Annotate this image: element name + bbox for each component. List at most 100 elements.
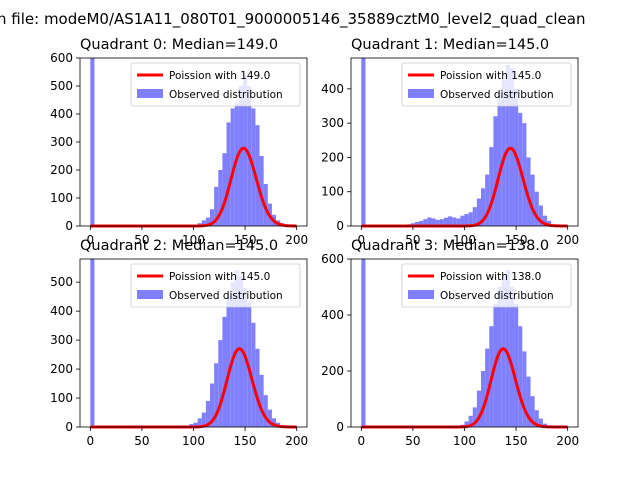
histogram-bar [452, 217, 457, 226]
legend: Poission with 138.0 Observed distribution [401, 263, 572, 308]
x-tick-label: 200 [556, 434, 579, 448]
histogram-bar [534, 191, 539, 226]
subplot-quadrant-1: Quadrant 1: Median=145.0 0 50 100 150 200 0 100… [321, 37, 579, 247]
legend-label-poisson: Poission with 145.0 [169, 271, 270, 283]
legend-label-observed: Observed distribution [169, 89, 283, 101]
y-tick-label: 0 [65, 420, 73, 434]
legend-label-observed: Observed distribution [440, 290, 554, 302]
x-tick-label: 150 [505, 233, 528, 247]
legend-box [401, 62, 572, 107]
subplot-quadrant-3: Quadrant 3: Median=138.0 0 50 100 150 200 0 200… [321, 238, 579, 448]
y-tick-label: 0 [65, 219, 73, 233]
histogram-bar [443, 217, 448, 226]
histogram-bar [197, 418, 202, 427]
x-tick-label: 50 [405, 233, 420, 247]
subplot-title: Quadrant 1: Median=145.0 [351, 37, 549, 53]
histogram-bar [259, 374, 264, 427]
legend-label-poisson: Poission with 138.0 [440, 271, 541, 283]
x-tick-label: 100 [453, 434, 476, 448]
x-tick-label: 50 [134, 233, 149, 247]
legend-box [401, 263, 572, 308]
histogram-bar [414, 221, 420, 226]
histogram-bar [476, 198, 482, 226]
histogram-bar [481, 188, 486, 226]
x-tick-label: 100 [182, 434, 205, 448]
histogram-bar [435, 219, 440, 226]
histogram-bar [238, 86, 244, 226]
histogram-bar [526, 157, 531, 226]
histogram-bar [538, 205, 543, 226]
subplot-title: Quadrant 3: Median=138.0 [351, 238, 549, 254]
histogram-bar [230, 282, 235, 427]
histogram-bar [205, 217, 211, 226]
y-tick-label: 200 [50, 362, 73, 376]
subplot-title: Quadrant 2: Median=145.0 [80, 238, 278, 254]
x-tick-label: 200 [285, 233, 308, 247]
y-tick-label: 300 [50, 333, 73, 347]
x-tick-label: 0 [86, 233, 94, 247]
histogram-bar [361, 58, 366, 226]
histogram-bar [460, 215, 465, 226]
histogram-bar [509, 287, 515, 427]
histogram-bar [493, 116, 498, 226]
histogram-bar [518, 326, 523, 427]
legend-bar-swatch [408, 89, 434, 98]
histogram-bar [205, 400, 211, 427]
y-tick-label: 400 [50, 304, 73, 318]
histogram-bar [427, 217, 432, 226]
y-tick-label: 200 [321, 150, 344, 164]
x-tick-label: 200 [285, 434, 308, 448]
subplot-title: Quadrant 0: Median=149.0 [80, 37, 278, 53]
y-tick-label: 500 [50, 79, 73, 93]
histogram-bar [476, 390, 482, 427]
histogram-bar [489, 147, 494, 226]
histogram-bar [222, 316, 227, 427]
histogram-bar [222, 153, 227, 226]
histogram-bar [90, 58, 95, 226]
x-tick-label: 100 [182, 233, 205, 247]
y-tick-label: 500 [50, 275, 73, 289]
y-tick-label: 0 [336, 420, 344, 434]
histogram-bar [218, 170, 223, 226]
x-tick-label: 150 [234, 434, 257, 448]
y-tick-label: 200 [50, 163, 73, 177]
y-tick-label: 100 [50, 191, 73, 205]
legend: Poission with 145.0 Observed distribution [130, 263, 301, 308]
histogram-bar [263, 395, 268, 427]
y-tick-label: 400 [321, 82, 344, 96]
x-tick-label: 0 [357, 233, 365, 247]
histogram-bar [201, 412, 206, 427]
y-tick-label: 600 [321, 252, 344, 266]
legend-label-poisson: Poission with 149.0 [169, 70, 270, 82]
legend-label-observed: Observed distribution [440, 89, 554, 101]
histogram-bar [447, 216, 453, 226]
histogram-bar [271, 418, 277, 427]
x-tick-label: 150 [234, 233, 257, 247]
histogram-bar [468, 212, 473, 226]
histogram-bar [214, 186, 219, 226]
histogram-bar [522, 123, 527, 226]
histogram-bar [267, 409, 272, 427]
histogram-bar [439, 219, 444, 226]
histogram-bar [456, 218, 461, 226]
legend-bar-swatch [137, 89, 163, 98]
histogram-bar [547, 220, 552, 226]
y-tick-label: 100 [50, 391, 73, 405]
histogram-bar [255, 125, 260, 226]
histogram-bar [464, 214, 469, 226]
histogram-bar [90, 259, 95, 427]
histogram-bar [214, 363, 219, 427]
y-tick-label: 0 [336, 219, 344, 233]
histogram-bar [497, 95, 502, 227]
y-tick-label: 300 [50, 135, 73, 149]
subplot-grid: Quadrant 0: Median=149.0 0 50 100 150 200 0 100… [50, 37, 579, 448]
histogram-bar [485, 174, 490, 226]
legend: Poission with 145.0 Observed distribution [401, 62, 572, 107]
histogram-bar [226, 122, 231, 226]
histogram-bar [210, 209, 215, 226]
histogram-bar [530, 396, 535, 427]
histogram-bar [464, 421, 469, 427]
histogram-bar [234, 102, 239, 226]
histogram-bar [497, 287, 502, 427]
